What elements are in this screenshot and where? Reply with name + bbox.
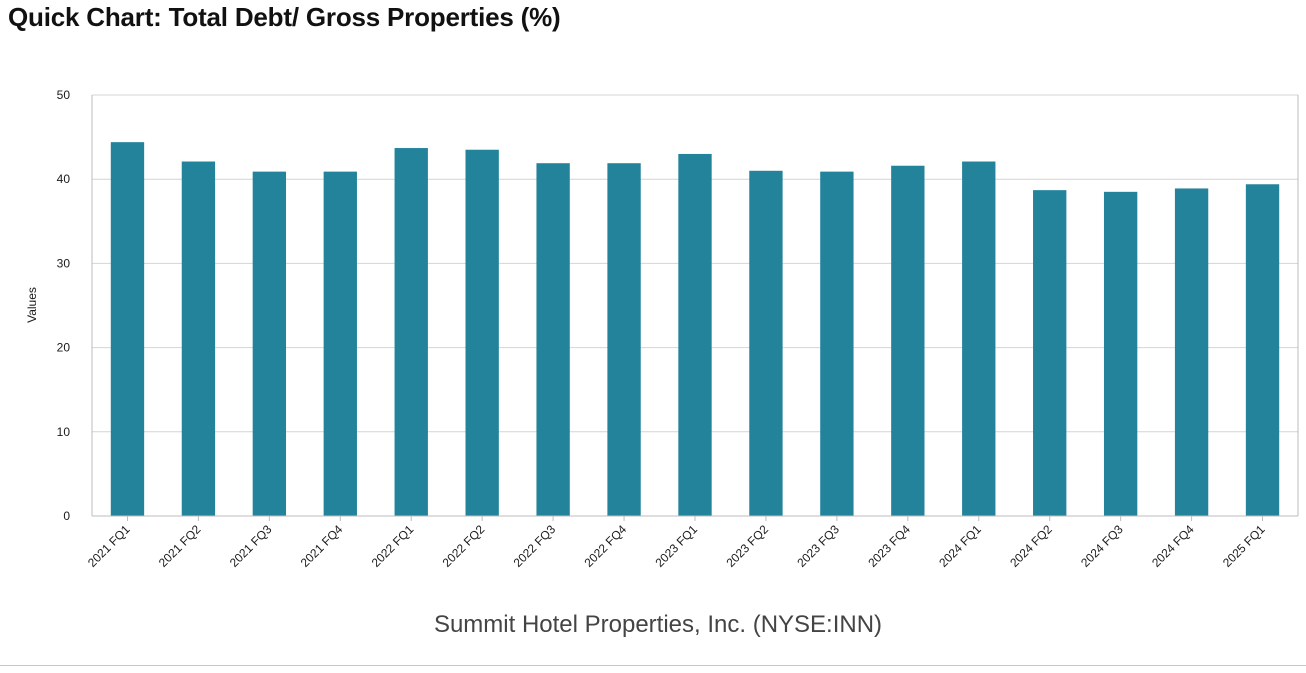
x-tick-label: 2021 FQ3 [227, 522, 275, 570]
bar [323, 171, 357, 516]
x-tick-label: 2022 FQ1 [369, 522, 417, 570]
y-tick-label: 10 [57, 425, 71, 439]
bar [1033, 190, 1067, 516]
bar [110, 142, 145, 517]
x-tick-label: 2024 FQ3 [1078, 522, 1126, 570]
x-tick-label: 2021 FQ2 [156, 522, 204, 570]
x-tick-label: 2021 FQ1 [85, 522, 133, 570]
bar [1245, 184, 1280, 516]
bar [1103, 191, 1138, 516]
bar [820, 171, 854, 516]
x-tick-label: 2022 FQ4 [582, 522, 630, 570]
labels: 0 10 20 30 40 50 2021 FQ1 2021 FQ2 2021 FQ3 2021 … [57, 88, 1268, 570]
x-tick-label: 2023 FQ2 [723, 522, 771, 570]
bar [394, 148, 428, 516]
x-tick-label: 2023 FQ4 [865, 522, 913, 570]
y-tick-label: 30 [57, 256, 71, 270]
y-tick-label: 20 [57, 341, 71, 355]
y-axis-label: Values [25, 287, 39, 323]
x-tick-label: 2024 FQ2 [1007, 522, 1055, 570]
x-tick-label: 2023 FQ3 [794, 522, 842, 570]
bar [891, 165, 925, 516]
axes [91, 95, 1299, 521]
x-tick-label: 2023 FQ1 [652, 522, 700, 570]
page-title: Quick Chart: Total Debt/ Gross Propertie… [8, 2, 561, 32]
x-tick-label: 2025 FQ1 [1220, 522, 1268, 570]
bar [181, 161, 216, 516]
y-tick-label: 50 [57, 88, 71, 102]
x-tick-label: 2022 FQ2 [440, 522, 488, 570]
x-tick-label: 2024 FQ1 [936, 522, 984, 570]
bar [1174, 188, 1209, 516]
bar [749, 170, 783, 516]
x-tick-label: 2021 FQ4 [298, 522, 346, 570]
x-tick-label: 2024 FQ4 [1149, 522, 1197, 570]
bar [607, 163, 641, 516]
x-tick-label: 2022 FQ3 [511, 522, 559, 570]
y-tick-label: 0 [63, 509, 70, 523]
y-tick-label: 40 [57, 172, 71, 186]
bar [678, 153, 712, 516]
bar [536, 163, 570, 516]
chart-subtitle: Summit Hotel Properties, Inc. (NYSE:INN) [434, 611, 882, 638]
bar [252, 171, 287, 516]
bars [110, 142, 1280, 517]
bottom-divider [0, 665, 1306, 666]
bar [465, 149, 499, 517]
bar [962, 161, 996, 516]
